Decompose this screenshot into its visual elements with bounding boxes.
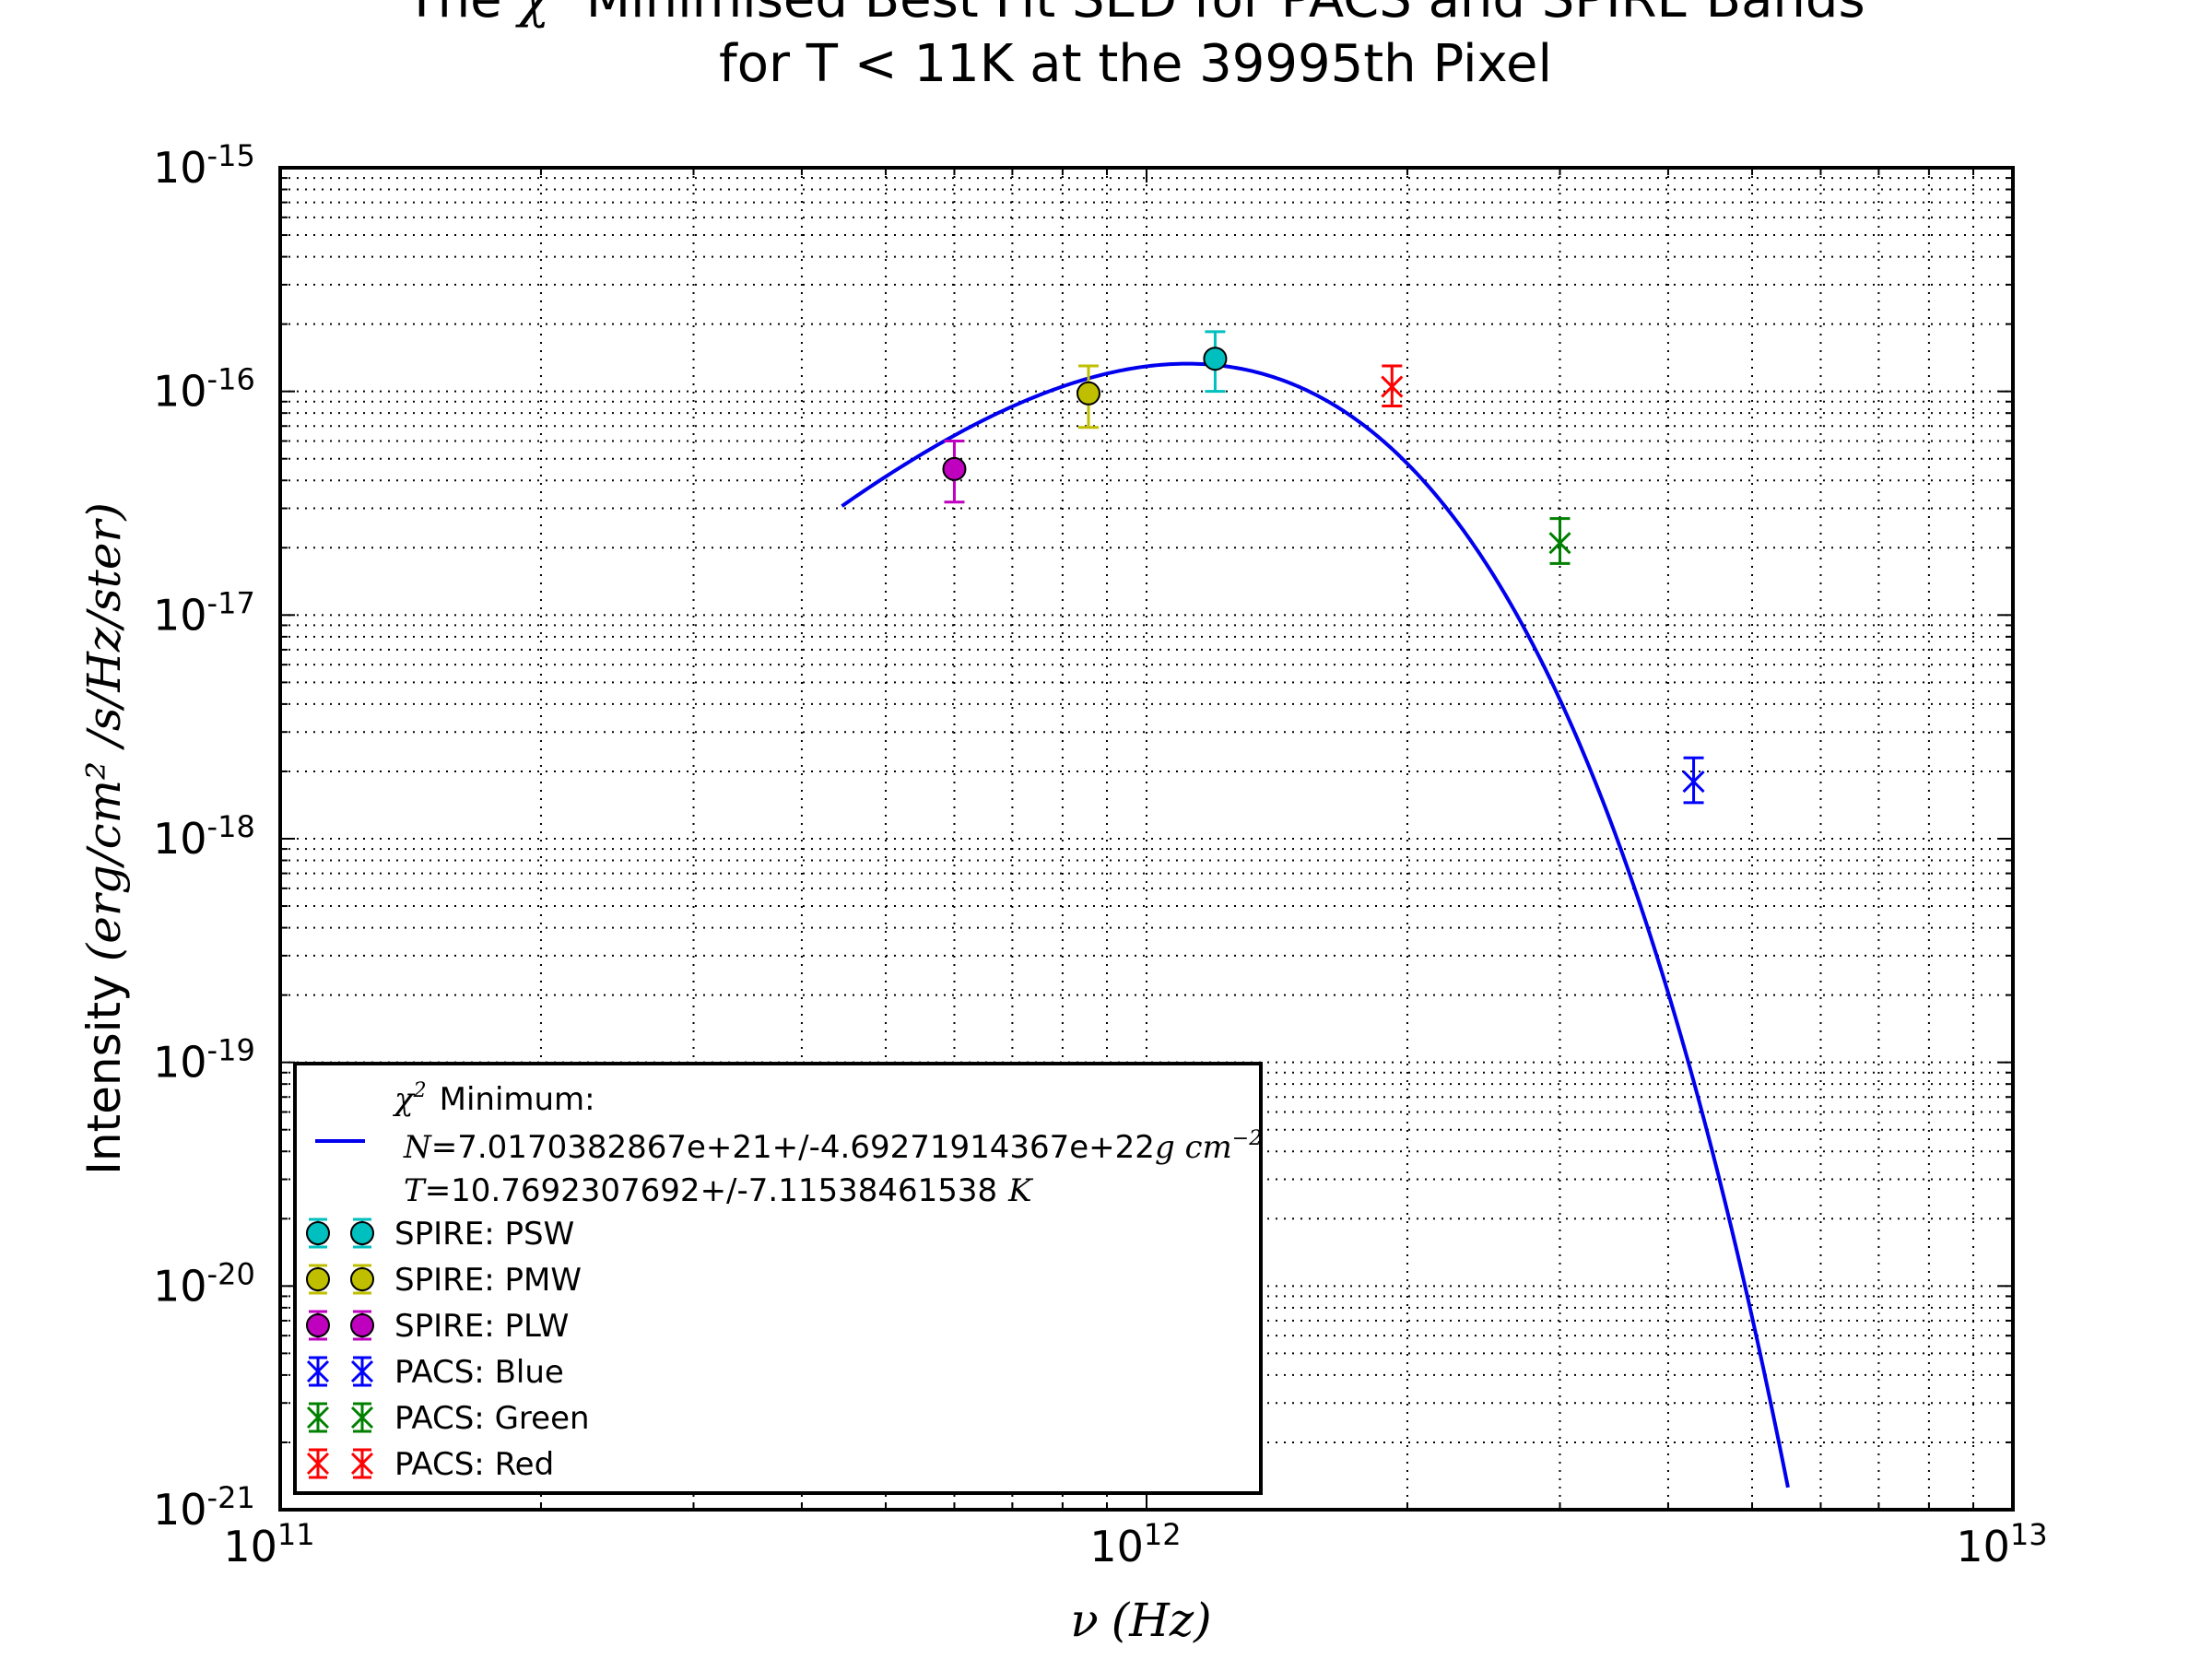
y-tick-label: 10-18 xyxy=(153,809,255,864)
legend-fit-title: χ2 Minimum: xyxy=(393,1079,595,1118)
series-spire-plw xyxy=(942,440,967,504)
legend-entry: PACS: Red xyxy=(306,1446,554,1483)
legend-n-val: =7.0170382867e+21+/-4.69271914367e+22 xyxy=(431,1129,1155,1166)
legend-entries: SPIRE: PSW SPIRE: PMW SPIRE: PLW PACS: Blue… xyxy=(306,1216,590,1483)
y-axis-unit: (erg/cm² /s/Hz/ster) xyxy=(77,502,131,961)
data-marker xyxy=(1682,770,1705,794)
y-tick-label: 10-17 xyxy=(153,585,255,640)
y-tick-label: 10-16 xyxy=(153,362,255,417)
legend-label: PACS: Green xyxy=(394,1400,590,1437)
legend-label: PACS: Red xyxy=(394,1446,554,1483)
data-marker xyxy=(1548,532,1571,555)
chart-title-line1: The χ2 Minimised Best Fit SED for PACS a… xyxy=(405,0,1865,29)
legend-entry: PACS: Blue xyxy=(306,1354,564,1391)
legend-chi: χ xyxy=(393,1081,416,1118)
legend-marker xyxy=(350,1267,374,1291)
title-chi-exp: 2 xyxy=(549,0,570,5)
legend-entry: PACS: Green xyxy=(306,1400,590,1437)
legend-marker xyxy=(306,1406,330,1430)
legend-t-unit: K xyxy=(1007,1172,1034,1209)
legend-label: SPIRE: PSW xyxy=(394,1216,574,1253)
legend-label: SPIRE: PMW xyxy=(394,1262,582,1299)
x-tick-label: 1013 xyxy=(1956,1517,2047,1571)
legend-fit-minimum: Minimum: xyxy=(440,1081,595,1118)
series-spire-psw xyxy=(1203,330,1228,394)
y-tick-labels: 10-21 10-20 10-19 10-18 10-17 10-16 10-15 xyxy=(153,138,255,1535)
y-tick-label: 10-21 xyxy=(153,1480,255,1535)
legend-fit-n: N=7.0170382867e+21+/-4.69271914367e+22g … xyxy=(403,1127,1262,1166)
x-tick-labels: 1011 1012 1013 xyxy=(223,1517,2047,1571)
legend-marker xyxy=(306,1359,330,1383)
data-marker xyxy=(1077,381,1101,406)
legend-t-sym: T xyxy=(404,1172,427,1209)
legend-chi-exp: 2 xyxy=(413,1079,427,1102)
title-pre: The xyxy=(405,0,518,29)
legend-marker xyxy=(350,1452,374,1476)
x-axis-unit: (Hz) xyxy=(1112,1594,1212,1647)
legend-entry: SPIRE: PMW xyxy=(306,1262,582,1299)
data-marker xyxy=(1381,375,1404,398)
legend-marker xyxy=(306,1267,330,1291)
chart-title-line2: for T < 11K at the 39995th Pixel xyxy=(719,34,1552,94)
legend-n-sym: N xyxy=(403,1129,432,1166)
title-chi: χ xyxy=(514,0,552,29)
legend-marker xyxy=(350,1359,374,1383)
data-marker xyxy=(1203,347,1228,371)
legend-label: PACS: Blue xyxy=(394,1354,564,1391)
y-axis-label: Intensity (erg/cm² /s/Hz/ster) xyxy=(77,502,131,1175)
legend-marker xyxy=(350,1221,374,1245)
legend-label: SPIRE: PLW xyxy=(394,1308,569,1345)
x-axis-nu: ν xyxy=(1070,1594,1098,1647)
legend-marker xyxy=(350,1406,374,1430)
legend-box xyxy=(293,1062,1263,1495)
series-pacs-red xyxy=(1381,364,1404,408)
data-marker xyxy=(942,456,967,481)
y-axis-prefix: Intensity xyxy=(77,974,131,1175)
x-axis-label: ν (Hz) xyxy=(1070,1594,1211,1647)
series-pacs-green xyxy=(1548,517,1571,565)
legend-n-unit: g cm xyxy=(1155,1129,1232,1166)
x-tick-label: 1011 xyxy=(223,1517,314,1571)
data-points xyxy=(942,330,1705,805)
series-pacs-blue xyxy=(1682,756,1705,805)
legend-marker xyxy=(306,1313,330,1337)
legend-t-val: =10.7692307692+/-7.11538461538 xyxy=(425,1172,997,1209)
y-tick-label: 10-20 xyxy=(153,1256,255,1311)
x-tick-label: 1012 xyxy=(1089,1517,1181,1571)
legend-entry: SPIRE: PSW xyxy=(306,1216,574,1253)
legend: χ2 Minimum: N=7.0170382867e+21+/-4.692719… xyxy=(293,1062,1263,1495)
y-tick-label: 10-19 xyxy=(153,1033,255,1088)
legend-entry: SPIRE: PLW xyxy=(306,1308,569,1345)
legend-marker xyxy=(306,1221,330,1245)
y-tick-label: 10-15 xyxy=(153,138,255,193)
legend-marker xyxy=(350,1313,374,1337)
grid xyxy=(280,168,2013,1510)
fit-curve xyxy=(841,361,1790,1488)
legend-n-unit-exp: −2 xyxy=(1232,1127,1262,1150)
series-spire-pmw xyxy=(1077,364,1101,429)
legend-fit-t: T=10.7692307692+/-7.11538461538 K xyxy=(404,1172,1034,1209)
legend-marker xyxy=(306,1452,330,1476)
title-post: Minimised Best Fit SED for PACS and SPIR… xyxy=(570,0,1865,29)
axis-ticks xyxy=(279,167,2014,1511)
